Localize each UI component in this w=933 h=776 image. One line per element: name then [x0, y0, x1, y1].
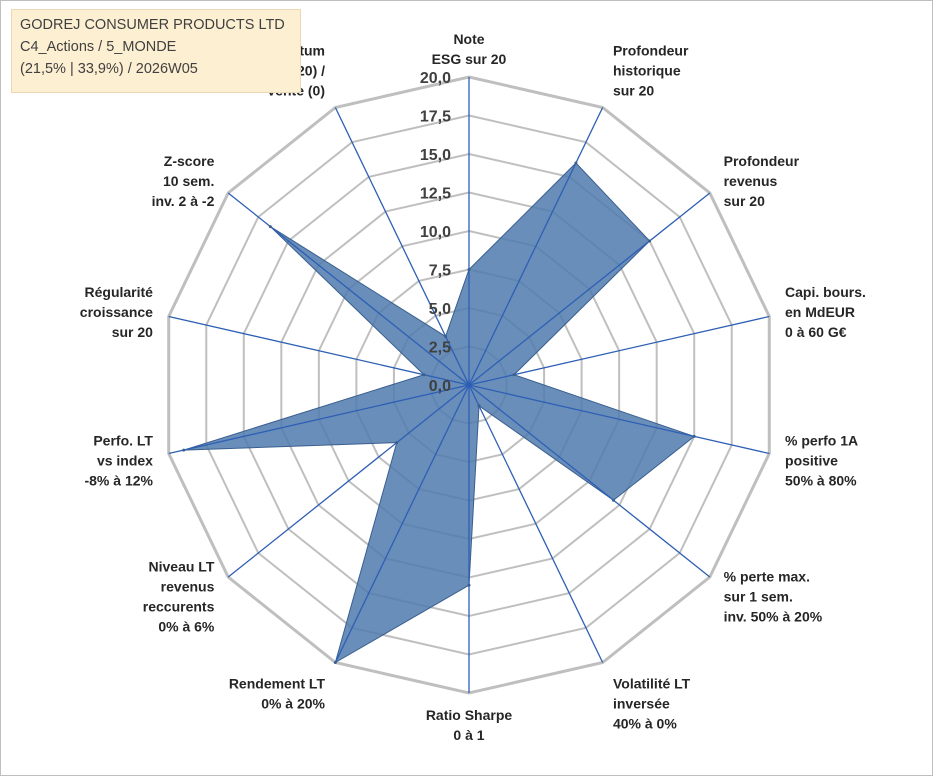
axis-spoke [468, 384, 711, 578]
data-point [574, 161, 578, 165]
axis-label-line: 0% à 20% [261, 696, 325, 712]
axis-label-line: revenus [724, 173, 778, 189]
axis-label: Ratio Sharpe 0 à 1 [426, 707, 513, 743]
axis-label-line: Régularité [85, 284, 154, 300]
axis-label-line: % perte max. [724, 568, 810, 584]
data-point [512, 373, 516, 377]
axis-label-line: sur 20 [613, 82, 654, 98]
data-point [692, 434, 696, 438]
axis-label-line: historique [613, 62, 681, 78]
chart-title-portfolio: C4_Actions / 5_MONDE [20, 39, 177, 55]
axis-label: Niveau LT revenus reccurents 0% à 6% [143, 558, 215, 634]
data-point [477, 404, 481, 408]
tick-label: 12,5 [420, 186, 451, 203]
axis-label-line: 40% à 0% [613, 716, 677, 732]
axis-spoke [227, 384, 470, 578]
axis-label: Profondeur revenus sur 20 [724, 153, 800, 209]
axis-label-line: reccurents [143, 598, 215, 614]
tick-label: 0,0 [429, 378, 451, 395]
axis-label-line: 0 à 60 G€ [785, 324, 847, 340]
axis-label-line: sur 20 [724, 193, 765, 209]
axis-label: Perfo. LT vs index -8% à 12% [84, 432, 153, 488]
axis-spoke [468, 384, 604, 663]
axis-label-line: ESG sur 20 [432, 51, 507, 67]
axis-label: % perfo 1A positive 50% à 80% [785, 432, 858, 488]
data-point [467, 268, 471, 271]
axis-label-line: inv. 50% à 20% [724, 608, 823, 624]
data-point [467, 583, 471, 587]
axis-spoke [168, 315, 470, 386]
data-point [268, 225, 272, 229]
axis-label-line: 0% à 6% [158, 618, 215, 634]
axis-label-line: 10 sem. [163, 173, 214, 189]
tick-label: 10,0 [420, 224, 451, 241]
axis-label: Capi. bours. en MdEUR 0 à 60 G€ [785, 284, 866, 340]
axis-label-line: croissance [80, 304, 153, 320]
data-point [648, 239, 652, 243]
axis-spoke [468, 192, 711, 386]
axis-label: Note ESG sur 20 [432, 31, 507, 67]
tick-label: 15,0 [420, 147, 451, 164]
axis-label-line: % perfo 1A [785, 432, 858, 448]
chart-title-box: GODREJ CONSUMER PRODUCTS LTD C4_Actions … [11, 9, 301, 93]
axis-label-line: Ratio Sharpe [426, 707, 513, 723]
axis-label-line: Profondeur [613, 42, 689, 58]
axis-spoke [468, 315, 770, 386]
axis-label-line: 0 à 1 [453, 727, 484, 743]
axis-spoke [468, 384, 770, 455]
data-point [182, 448, 186, 452]
axis-label-line: Profondeur [724, 153, 800, 169]
axis-label-line: 50% à 80% [785, 472, 857, 488]
axis-label-line: vs index [97, 452, 153, 468]
data-point [395, 441, 399, 445]
axis-label: Z-score 10 sem. inv. 2 à -2 [152, 153, 215, 209]
axis-label: Profondeur historique sur 20 [613, 42, 689, 98]
data-point [333, 660, 337, 664]
axis-label-line: inv. 2 à -2 [152, 193, 215, 209]
axis-spoke [468, 107, 604, 386]
axis-label-line: Niveau LT [149, 558, 215, 574]
axis-label: Régularité croissance sur 20 [80, 284, 153, 340]
tick-label: 20,0 [420, 70, 451, 87]
chart-title-stats: (21,5% | 33,9%) / 2026W05 [20, 61, 198, 77]
axis-label-line: sur 1 sem. [724, 588, 793, 604]
tick-label: 2,5 [429, 340, 451, 357]
tick-label: 17,5 [420, 109, 451, 126]
axis-spoke [227, 192, 470, 386]
data-point [444, 334, 448, 338]
radial-tick-labels: 0,0 2,5 5,0 7,5 10,0 12,5 15,0 17,5 20,0 [420, 70, 451, 395]
axis-label: Rendement LT 0% à 20% [229, 676, 326, 712]
axis-label-line: Volatilité LT [613, 676, 691, 692]
axis-label-line: positive [785, 452, 838, 468]
tick-label: 5,0 [429, 301, 451, 318]
tick-label: 7,5 [429, 263, 451, 280]
data-point [611, 498, 615, 502]
axis-spoke [334, 107, 470, 386]
chart-title-company: GODREJ CONSUMER PRODUCTS LTD [20, 17, 285, 33]
axis-label-line: Capi. bours. [785, 284, 866, 300]
axis-spoke [168, 384, 470, 455]
axis-label-line: en MdEUR [785, 304, 855, 320]
axis-label-line: revenus [161, 578, 215, 594]
axis-label-line: Perfo. LT [93, 432, 153, 448]
axis-spoke [334, 384, 470, 663]
axis-label-line: Z-score [164, 153, 215, 169]
axis-label: Volatilité LT inversée 40% à 0% [613, 676, 691, 732]
axis-label-line: sur 20 [112, 324, 153, 340]
axis-label-line: -8% à 12% [84, 472, 153, 488]
data-point [422, 373, 426, 377]
axis-label-line: Note [453, 31, 484, 47]
axis-label-line: inversée [613, 696, 670, 712]
axis-label-line: Rendement LT [229, 676, 326, 692]
axis-label: % perte max. sur 1 sem. inv. 50% à 20% [724, 568, 823, 624]
